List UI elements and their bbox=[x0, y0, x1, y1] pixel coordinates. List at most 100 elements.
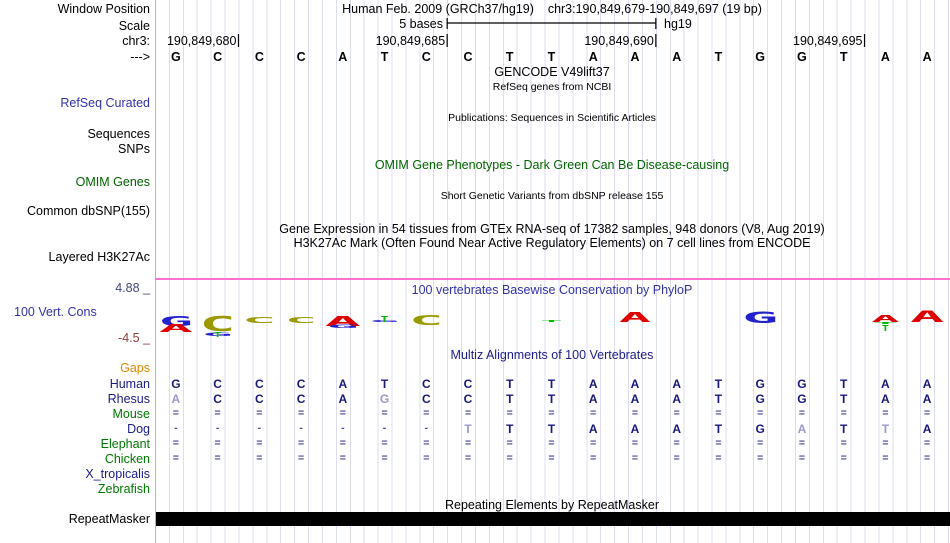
alignment-cell-rhesus: A bbox=[672, 391, 682, 406]
alignment-cell-dog: - bbox=[257, 421, 262, 434]
alignment-cell-chicken: = bbox=[214, 451, 221, 464]
alignment-cell-mouse: = bbox=[631, 406, 639, 419]
alignment-row-label-human[interactable]: Human bbox=[109, 377, 150, 391]
alignment-cell-elephant: = bbox=[924, 436, 931, 449]
alignment-cell-elephant: = bbox=[673, 436, 680, 449]
track-label-snps[interactable]: SNPs bbox=[118, 142, 150, 156]
alignment-cell-dog: - bbox=[174, 421, 178, 434]
gencode-subtitle: RefSeq genes from NCBI bbox=[492, 81, 612, 93]
alignment-cell-chicken: = bbox=[590, 451, 597, 464]
alignment-cell-dog: A bbox=[630, 421, 640, 436]
alignment-cell-chicken: = bbox=[673, 451, 680, 464]
alignment-cell-mouse: = bbox=[715, 406, 722, 419]
alignment-cell-dog: A bbox=[588, 421, 598, 436]
ruler-base-letter: G bbox=[755, 50, 766, 64]
alignment-cell-elephant: = bbox=[757, 436, 764, 449]
track-label-100-vert-cons[interactable]: 100 Vert. Cons bbox=[14, 305, 97, 319]
alignment-cell-rhesus: A bbox=[338, 391, 348, 406]
alignment-row-label-elephant[interactable]: Elephant bbox=[100, 436, 150, 451]
alignment-cell-chicken: = bbox=[464, 451, 472, 464]
position-range: chr3:190,849,679-190,849,697 (19 bp) bbox=[547, 2, 762, 16]
ruler-base-letter: A bbox=[880, 50, 890, 64]
alignment-cell-mouse: = bbox=[882, 406, 889, 419]
track-label-omim-genes[interactable]: OMIM Genes bbox=[75, 175, 150, 189]
alignment-cell-dog: T bbox=[506, 421, 514, 436]
alignment-cell-rhesus: T bbox=[714, 391, 723, 406]
alignment-cell-mouse: = bbox=[673, 406, 680, 419]
alignment-cell-dog: - bbox=[341, 421, 345, 434]
alignment-cell-mouse: = bbox=[840, 406, 847, 419]
alignment-cell-chicken: = bbox=[298, 451, 305, 464]
ruler-base-letter: C bbox=[213, 50, 223, 64]
ruler-tick-label: 190,849,690 bbox=[584, 34, 654, 48]
alignment-cell-elephant: = bbox=[506, 436, 513, 449]
alignment-cell-mouse: = bbox=[924, 406, 931, 419]
ruler-tick-label: 190,849,685 bbox=[375, 34, 446, 48]
alignment-cell-chicken: = bbox=[339, 451, 346, 464]
ruler-base-letter: T bbox=[380, 50, 389, 64]
alignment-cell-dog: A bbox=[922, 421, 932, 436]
repeatmasker-element-bar[interactable] bbox=[156, 512, 950, 526]
window-position-label: Window Position bbox=[57, 2, 150, 16]
track-label-sequences[interactable]: Sequences bbox=[87, 127, 150, 141]
alignment-row-label-rhesus[interactable]: Rhesus bbox=[107, 391, 150, 406]
alignment-cell-human: T bbox=[506, 377, 514, 391]
track-label-common-dbsnp[interactable]: Common dbSNP(155) bbox=[27, 204, 150, 218]
ruler-base-letter: C bbox=[421, 50, 431, 64]
alignment-row-label-chicken[interactable]: Chicken bbox=[104, 451, 150, 466]
assembly-name: Human Feb. 2009 (GRCh37/hg19) bbox=[342, 2, 534, 16]
alignment-cell-elephant: = bbox=[172, 436, 179, 449]
alignment-cell-elephant: = bbox=[298, 436, 305, 449]
alignment-cell-human: T bbox=[380, 377, 389, 391]
alignment-cell-dog: A bbox=[797, 421, 807, 436]
alignment-cell-dog: - bbox=[215, 421, 220, 434]
alignment-cell-rhesus: T bbox=[839, 391, 848, 406]
alignment-cell-human: A bbox=[630, 377, 640, 391]
window-position-line: Human Feb. 2009 (GRCh37/hg19) chr3:190,8… bbox=[155, 2, 949, 16]
alignment-cell-chicken: = bbox=[924, 451, 931, 464]
alignment-cell-elephant: = bbox=[464, 436, 472, 449]
ruler-base-letter: A bbox=[630, 50, 640, 64]
alignment-cell-rhesus: G bbox=[797, 391, 807, 406]
conservation-axis-min: -4.5 _ bbox=[118, 331, 150, 345]
alignment-cell-mouse: = bbox=[423, 406, 430, 419]
alignment-cell-elephant: = bbox=[256, 436, 263, 449]
alignment-cell-elephant: = bbox=[882, 436, 889, 449]
alignment-cell-human: A bbox=[588, 377, 598, 391]
alignment-cell-mouse: = bbox=[798, 406, 805, 419]
ruler-base-letter: G bbox=[170, 50, 181, 64]
repeatmasker-title: Repeating Elements by RepeatMasker bbox=[444, 498, 659, 512]
alignment-cell-elephant: = bbox=[548, 436, 555, 449]
alignment-cell-dog: A bbox=[672, 421, 682, 436]
chromosome-label: chr3: bbox=[122, 34, 150, 48]
alignment-cell-elephant: = bbox=[214, 436, 221, 449]
alignment-row-label-x_tropicalis[interactable]: X_tropicalis bbox=[85, 466, 150, 481]
alignment-cell-chicken: = bbox=[798, 451, 805, 464]
alignment-row-label-mouse[interactable]: Mouse bbox=[112, 406, 150, 421]
track-label-refseq-curated[interactable]: RefSeq Curated bbox=[60, 96, 150, 110]
alignment-cell-mouse: = bbox=[339, 406, 346, 419]
track-label-repeatmasker[interactable]: RepeatMasker bbox=[68, 512, 150, 526]
alignment-cell-dog: - bbox=[299, 421, 303, 434]
alignment-row-label-zebrafish[interactable]: Zebrafish bbox=[97, 481, 150, 496]
alignment-cell-elephant: = bbox=[715, 436, 722, 449]
alignment-cell-rhesus: C bbox=[463, 391, 473, 406]
alignment-cell-dog: G bbox=[755, 421, 765, 436]
publications-title: Publications: Sequences in Scientific Ar… bbox=[448, 112, 656, 124]
track-label-layered-h3k27ac[interactable]: Layered H3K27Ac bbox=[48, 250, 150, 264]
alignment-cell-mouse: = bbox=[590, 406, 597, 419]
alignment-cell-rhesus: G bbox=[755, 391, 765, 406]
base-gridlines bbox=[155, 0, 949, 543]
gencode-title: GENCODE V49lift37 bbox=[494, 65, 610, 79]
alignment-cell-chicken: = bbox=[757, 451, 764, 464]
alignment-cell-human: C bbox=[254, 377, 264, 391]
alignment-cell-mouse: = bbox=[214, 406, 221, 419]
alignment-cell-human: A bbox=[922, 377, 932, 391]
multiz-title: Multiz Alignments of 100 Vertebrates bbox=[450, 348, 654, 362]
scale-label: Scale bbox=[118, 19, 150, 33]
alignment-row-label-dog[interactable]: Dog bbox=[127, 421, 150, 436]
alignment-cell-mouse: = bbox=[381, 406, 388, 419]
gtex-title: Gene Expression in 54 tissues from GTEx … bbox=[279, 222, 825, 236]
alignment-row-label-gaps[interactable]: Gaps bbox=[120, 361, 150, 375]
scale-bar-text: 5 bases bbox=[399, 17, 443, 31]
